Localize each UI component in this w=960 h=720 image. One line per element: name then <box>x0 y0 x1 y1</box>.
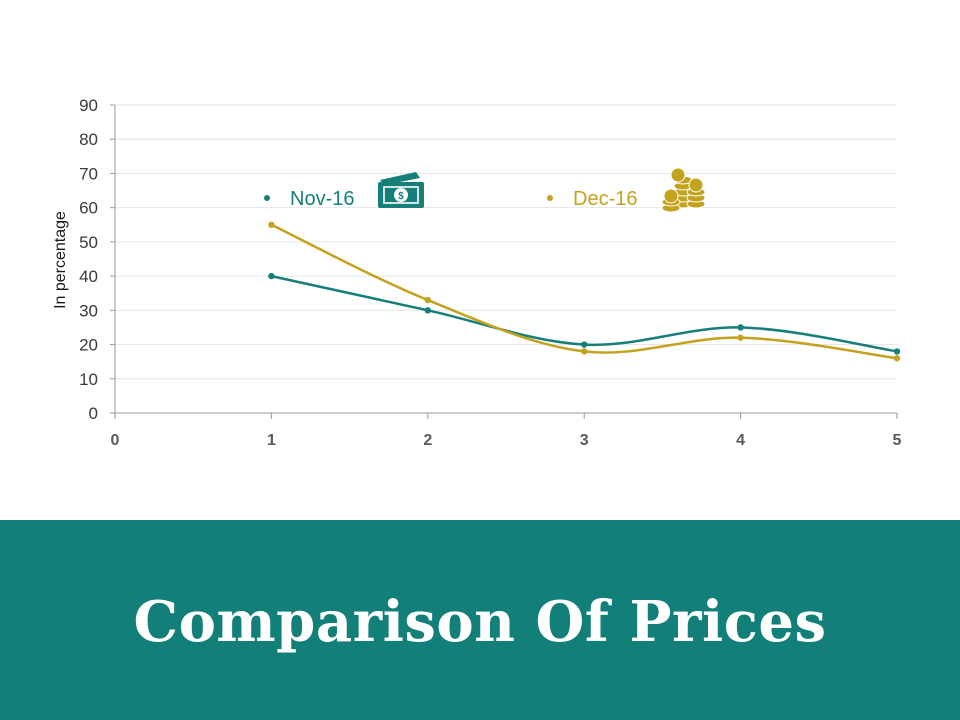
y-tick-label: 60 <box>79 199 98 218</box>
x-tick-label: 3 <box>580 432 589 449</box>
legend-marker-nov <box>264 195 270 201</box>
grid-lines <box>115 104 897 380</box>
y-tick-label: 0 <box>89 404 98 423</box>
y-tick-label: 20 <box>79 336 98 355</box>
y-tick-label: 10 <box>79 370 98 389</box>
x-tick-label: 0 <box>111 432 120 449</box>
x-tick-label: 5 <box>893 432 902 449</box>
legend-marker-dec <box>547 195 553 201</box>
title-banner: Comparison Of Prices <box>0 520 960 720</box>
x-tick-label: 2 <box>423 432 432 449</box>
data-point-nov-16 <box>737 324 744 331</box>
data-point-dec-16 <box>737 334 744 341</box>
data-point-dec-16 <box>268 221 275 228</box>
money-bill-icon: $ <box>378 172 424 208</box>
x-tick-label: 1 <box>267 432 276 449</box>
series-line-nov-16 <box>271 274 898 353</box>
legend-label-nov: Nov-16 <box>290 188 354 210</box>
y-tick-label: 50 <box>79 233 98 252</box>
page-title: Comparison Of Prices <box>133 589 827 655</box>
svg-text:$: $ <box>398 191 404 202</box>
y-tick-label: 80 <box>79 130 98 149</box>
y-tick-label: 70 <box>79 164 98 183</box>
y-tick-label: 90 <box>79 96 98 115</box>
data-point-dec-16 <box>581 348 588 355</box>
y-tick-labels: 0 10 20 30 40 50 60 70 80 90 <box>79 96 98 423</box>
axes <box>110 104 898 419</box>
y-tick-label: 30 <box>79 301 98 320</box>
data-point-dec-16 <box>893 355 901 362</box>
data-point-nov-16 <box>893 348 901 355</box>
y-tick-label: 40 <box>79 267 98 286</box>
coin-stack-icon <box>661 167 706 213</box>
legend-dec: Dec-16 <box>547 167 706 213</box>
legend-nov: Nov-16 $ <box>264 172 424 210</box>
data-point-nov-16 <box>424 307 431 314</box>
x-tick-labels: 0 1 2 3 4 5 <box>111 432 902 449</box>
y-axis-label: In percentage <box>52 211 69 309</box>
x-tick-label: 4 <box>736 432 745 449</box>
data-point-nov-16 <box>581 341 588 348</box>
data-point-dec-16 <box>424 296 431 304</box>
data-point-nov-16 <box>268 272 275 280</box>
series <box>268 221 901 362</box>
legend-label-dec: Dec-16 <box>573 188 637 210</box>
series-line-dec-16 <box>270 223 898 360</box>
line-chart: 0 10 20 30 40 50 60 70 80 90 0 1 2 3 4 5 In percentage… <box>52 96 902 449</box>
